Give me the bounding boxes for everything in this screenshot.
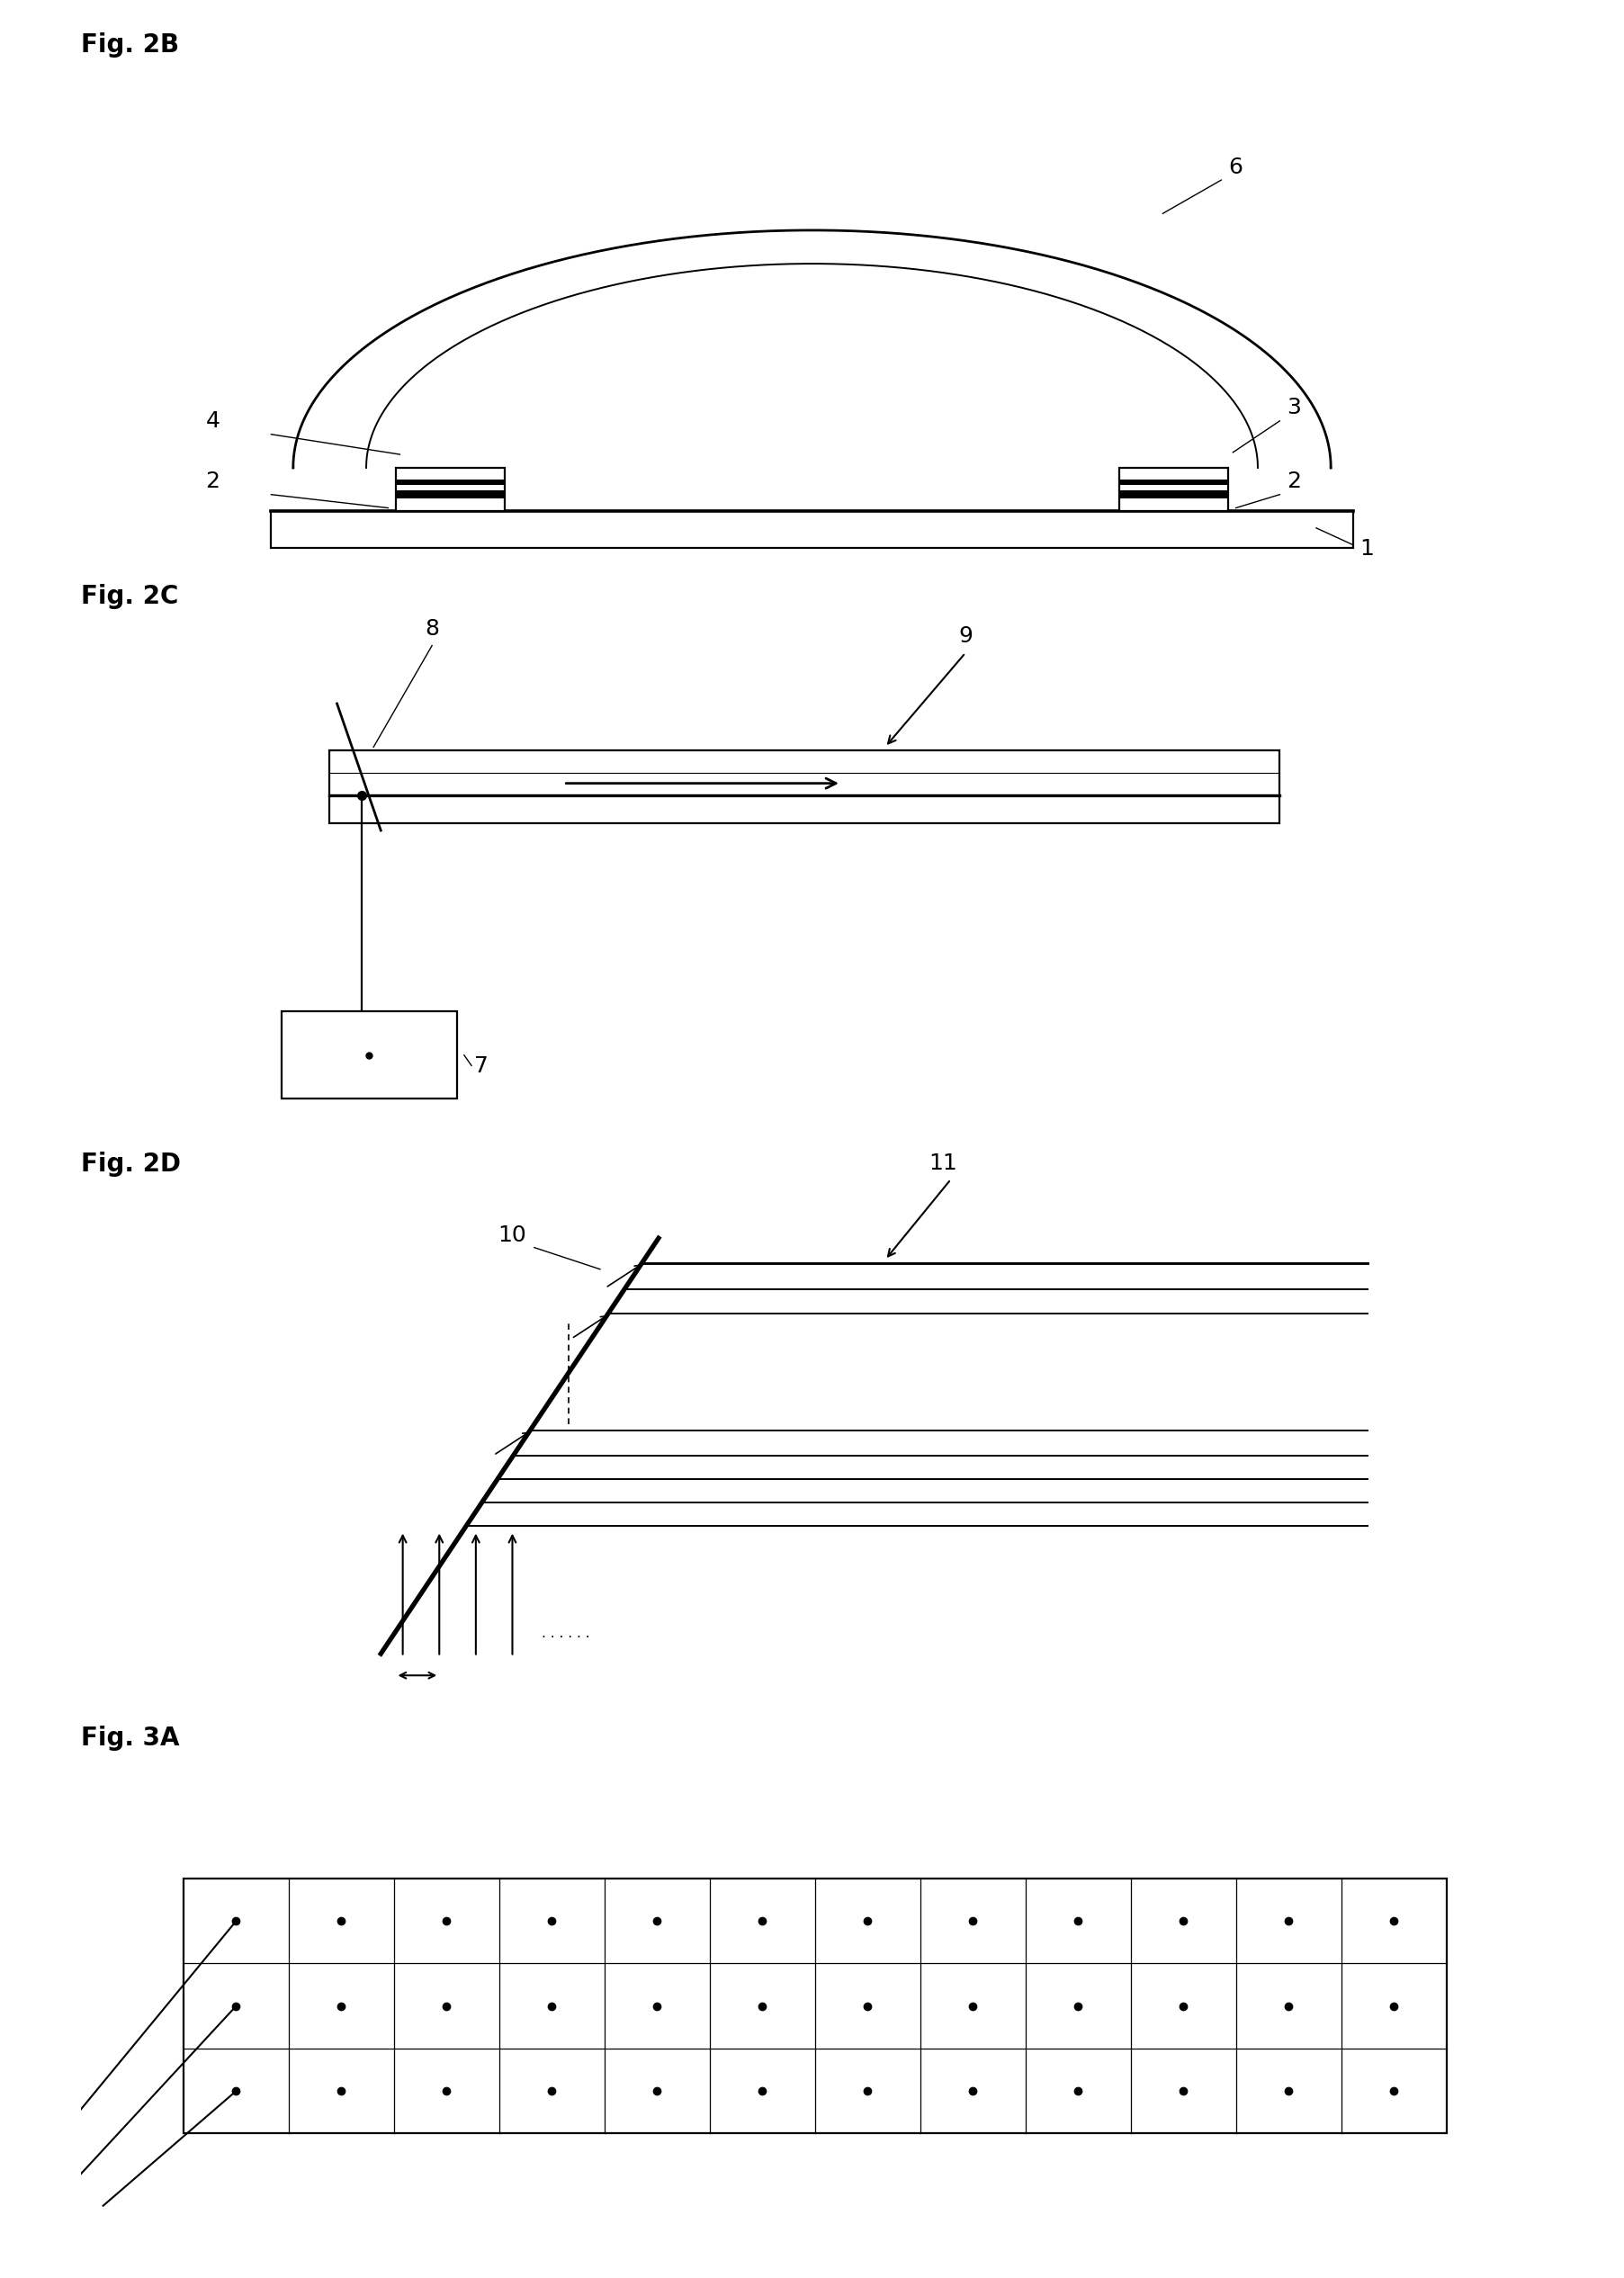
Text: 10: 10	[499, 1223, 526, 1246]
Text: 11: 11	[929, 1153, 958, 1175]
Bar	[184, 1879, 1447, 2134]
Bar	[271, 510, 1353, 549]
Bar	[1119, 467, 1229, 510]
Text: Fig. 2D: Fig. 2D	[81, 1150, 180, 1178]
Text: Fig. 3A: Fig. 3A	[81, 1724, 180, 1752]
Bar	[1119, 490, 1229, 499]
Text: 1: 1	[1361, 538, 1374, 560]
Text: 9: 9	[958, 624, 973, 647]
Text: 7: 7	[474, 1055, 489, 1077]
Text: 8: 8	[425, 617, 438, 640]
Bar	[396, 490, 505, 499]
Text: 4: 4	[206, 410, 219, 433]
Bar	[396, 467, 505, 510]
Text: 2: 2	[206, 472, 219, 492]
Text: · · · · · ·: · · · · · ·	[542, 1631, 590, 1645]
Text: Fig. 2B: Fig. 2B	[81, 32, 179, 57]
Text: Fig. 2C: Fig. 2C	[81, 583, 179, 608]
Bar	[1119, 481, 1229, 485]
Text: 2: 2	[1288, 472, 1301, 492]
Bar	[396, 481, 505, 485]
Text: 6: 6	[1229, 157, 1242, 178]
Bar	[281, 1011, 456, 1098]
Text: 3: 3	[1288, 396, 1301, 419]
Bar	[330, 752, 1280, 822]
